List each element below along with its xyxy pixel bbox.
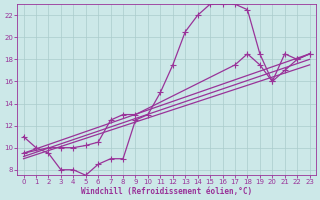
X-axis label: Windchill (Refroidissement éolien,°C): Windchill (Refroidissement éolien,°C) — [81, 187, 252, 196]
